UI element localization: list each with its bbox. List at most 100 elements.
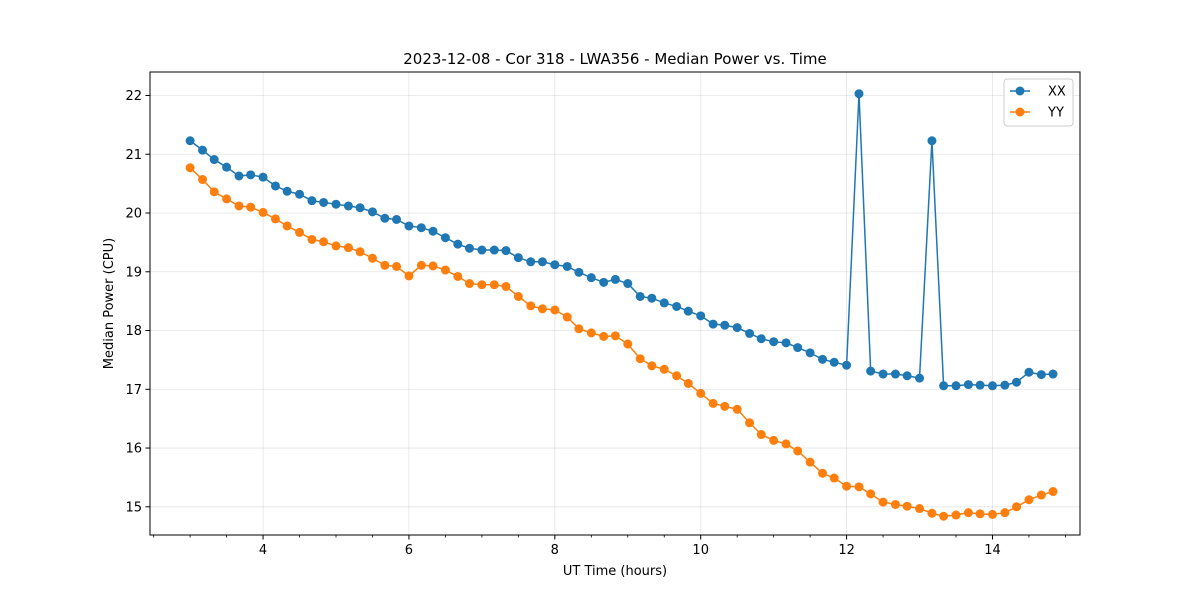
series-xx-point <box>392 214 402 224</box>
series-yy-point <box>246 202 256 212</box>
y-tick-label: 19 <box>125 265 142 280</box>
series-xx-point <box>343 201 353 211</box>
legend-xx-marker <box>1015 86 1025 96</box>
series-yy-point <box>258 207 268 217</box>
series-xx-point <box>537 257 547 267</box>
series-yy-point <box>659 364 669 374</box>
series-yy-point <box>526 301 536 311</box>
series-yy-point <box>574 324 584 334</box>
series-yy-point <box>769 435 779 445</box>
legend: XX YY <box>1003 78 1074 127</box>
series-xx-point <box>599 277 609 287</box>
series-xx <box>185 89 1058 391</box>
series-xx-point <box>696 311 706 321</box>
series-yy-point <box>464 279 474 289</box>
series-yy-point <box>672 371 682 381</box>
series-yy-point <box>708 398 718 408</box>
series-xx-point <box>1012 377 1022 387</box>
series-yy-point <box>307 234 317 244</box>
series-yy-point <box>696 388 706 398</box>
series-yy-point <box>647 361 657 371</box>
series-xx-point <box>550 260 560 270</box>
series-xx-point <box>428 226 438 236</box>
series-yy-point <box>331 241 341 251</box>
series-xx-point <box>915 373 925 383</box>
series-xx-point <box>270 181 280 191</box>
series-xx-point <box>842 360 852 370</box>
series-yy-point <box>927 508 937 518</box>
series-yy-point <box>222 194 232 204</box>
series-xx-point <box>878 369 888 379</box>
series-yy-point <box>209 187 219 197</box>
series-yy-point <box>975 509 985 519</box>
y-tick-label: 17 <box>125 383 142 398</box>
series-xx-point <box>635 291 645 301</box>
series-xx-point <box>866 366 876 376</box>
series-yy-point <box>939 511 949 521</box>
series-yy-point <box>854 482 864 492</box>
series-yy-point <box>343 243 353 253</box>
series-yy-point <box>428 261 438 271</box>
series-yy-point <box>756 430 766 440</box>
series-yy-point <box>599 331 609 341</box>
series-yy-point <box>367 253 377 263</box>
series-yy-point <box>683 378 693 388</box>
series-xx-point <box>769 337 779 347</box>
series-yy-point <box>380 260 390 270</box>
series-yy-point <box>635 354 645 364</box>
axis-ticks: 4 6 8 10 12 14 15 16 17 18 19 20 21 22 <box>125 89 1066 558</box>
series-xx-point <box>319 197 329 207</box>
series-xx-point <box>939 381 949 391</box>
series-xx-point <box>745 328 755 338</box>
series-yy-point <box>1048 487 1058 497</box>
series-xx-point <box>586 273 596 283</box>
series-xx-point <box>818 354 828 364</box>
series-xx-point <box>781 338 791 348</box>
series-yy-point <box>355 247 365 257</box>
series-yy-point <box>319 237 329 247</box>
series-yy-point <box>963 508 973 518</box>
series-yy-point <box>513 291 523 301</box>
series-yy-point <box>842 481 852 491</box>
series-xx-point <box>854 89 864 99</box>
y-tick-label: 20 <box>125 207 142 222</box>
series-yy-point <box>586 328 596 338</box>
series-yy-point <box>477 280 487 290</box>
y-tick-label: 16 <box>125 442 142 457</box>
series-yy-point <box>489 280 499 290</box>
series-xx-point <box>526 257 536 267</box>
series-yy-point <box>234 201 244 211</box>
series-xx-point <box>574 267 584 277</box>
series-yy-point <box>866 489 876 499</box>
series-xx-point <box>234 171 244 181</box>
y-tick-label: 21 <box>125 148 142 163</box>
series-xx-point <box>295 189 305 199</box>
series-xx-point <box>647 293 657 303</box>
series-yy-point <box>987 509 997 519</box>
x-tick-label: 12 <box>838 543 855 558</box>
series-xx-point <box>793 343 803 353</box>
series-xx-point <box>367 207 377 217</box>
series-xx-point <box>380 213 390 223</box>
series-yy-point <box>404 271 414 281</box>
y-tick-label: 15 <box>125 500 142 515</box>
series-xx-point <box>610 274 620 284</box>
series-xx-point <box>951 381 961 391</box>
series-xx-point <box>1000 380 1010 390</box>
series-xx-point <box>453 239 463 249</box>
series-xx-point <box>501 246 511 256</box>
series-yy-point <box>890 499 900 509</box>
series-xx-point <box>1048 369 1058 379</box>
series-yy-point <box>781 439 791 449</box>
series-xx-point <box>987 381 997 391</box>
series-yy-point <box>295 227 305 237</box>
series-yy-point <box>198 175 208 185</box>
legend-xx-label: XX <box>1048 85 1066 100</box>
series-xx-point <box>975 380 985 390</box>
series-yy-point <box>951 510 961 520</box>
series-yy-point <box>416 260 426 270</box>
series-xx-point <box>464 243 474 253</box>
series-xx-point <box>185 136 195 146</box>
series-yy-point <box>270 214 280 224</box>
